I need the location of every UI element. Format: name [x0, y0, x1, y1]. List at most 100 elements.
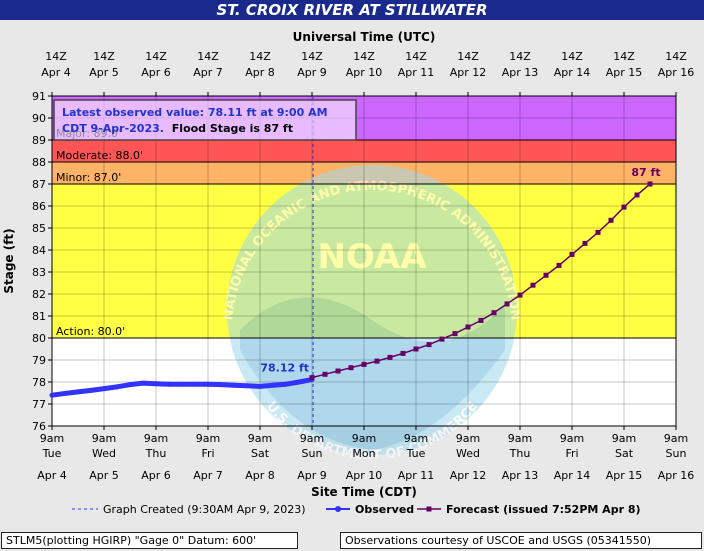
- bottom-tick-time: 9am: [144, 432, 168, 445]
- forecast-point: [348, 365, 354, 371]
- observed-point: [127, 382, 133, 388]
- chart-legend: Graph Created (9:30AM Apr 9, 2023) Observ…: [72, 503, 641, 516]
- top-tick-time: 14Z: [457, 50, 479, 63]
- legend-forecast-label: Forecast (issued 7:52PM Apr 8): [446, 503, 641, 516]
- observed-point: [88, 387, 94, 393]
- forecast-point: [426, 342, 432, 348]
- forecast-point: [465, 324, 471, 330]
- bottom-tick-date: Apr 5: [89, 469, 119, 482]
- bottom-tick-time: 9am: [404, 432, 428, 445]
- attribution-text: Observations courtesy of USCOE and USGS …: [345, 534, 652, 547]
- gauge-info-text: STLM5(plotting HGIRP) "Gage 0" Datum: 60…: [6, 534, 257, 547]
- forecast-point: [647, 181, 653, 187]
- forecast-point: [543, 272, 549, 278]
- top-tick-date: Apr 16: [658, 66, 695, 79]
- legend-created-label: Graph Created (9:30AM Apr 9, 2023): [103, 503, 306, 516]
- bottom-tick-date: Apr 16: [658, 469, 695, 482]
- top-tick-date: Apr 6: [141, 66, 171, 79]
- bottom-tick-day: Tue: [42, 447, 62, 460]
- observed-point: [257, 383, 263, 389]
- bottom-tick-day: Tue: [406, 447, 426, 460]
- top-tick-time: 14Z: [561, 50, 583, 63]
- attribution-box: Observations courtesy of USCOE and USGS …: [340, 532, 702, 549]
- top-tick-date: Apr 10: [346, 66, 383, 79]
- forecast-point: [452, 331, 458, 337]
- y-axis-title: Stage (ft): [2, 228, 16, 293]
- forecast-point: [556, 262, 562, 268]
- forecast-point: [361, 361, 367, 367]
- threshold-label: Moderate: 88.0': [56, 149, 143, 162]
- legend-observed-marker: [335, 506, 341, 512]
- y-tick-label: 88: [32, 156, 46, 169]
- forecast-point: [387, 354, 393, 360]
- svg-text:CDT 9-Apr-2023. Flood St: CDT 9-Apr-2023. Flood Stage is 87 ft: [62, 122, 293, 135]
- bottom-tick-date: Apr 11: [398, 469, 435, 482]
- top-tick-date: Apr 12: [450, 66, 487, 79]
- bottom-tick-time: 9am: [196, 432, 220, 445]
- gauge-info-box: STLM5(plotting HGIRP) "Gage 0" Datum: 60…: [1, 532, 298, 549]
- bottom-tick-day: Sun: [302, 447, 323, 460]
- watermark-center-text: NOAA: [317, 237, 427, 277]
- bottom-tick-day: Wed: [456, 447, 480, 460]
- moderate-band: [52, 140, 676, 162]
- forecast-point: [634, 192, 640, 198]
- forecast-point: [309, 375, 315, 381]
- top-tick-date: Apr 5: [89, 66, 119, 79]
- y-tick-label: 84: [32, 244, 46, 257]
- bottom-tick-date: Apr 12: [450, 469, 487, 482]
- y-tick-label: 89: [32, 134, 46, 147]
- observed-point: [62, 390, 68, 396]
- bottom-tick-date: Apr 6: [141, 469, 171, 482]
- bottom-tick-date: Apr 7: [193, 469, 223, 482]
- forecast-point: [608, 217, 614, 223]
- bottom-tick-time: 9am: [612, 432, 636, 445]
- bottom-tick-date: Apr 10: [346, 469, 383, 482]
- bottom-tick-time: 9am: [248, 432, 272, 445]
- forecast-point: [491, 310, 497, 316]
- top-tick-date: Apr 14: [554, 66, 591, 79]
- bottom-tick-day: Sat: [251, 447, 270, 460]
- bottom-tick-time: 9am: [560, 432, 584, 445]
- top-tick-time: 14Z: [405, 50, 427, 63]
- y-tick-label: 81: [32, 310, 46, 323]
- observed-point: [140, 380, 146, 386]
- y-tick-label: 91: [32, 90, 46, 103]
- top-tick-date: Apr 8: [245, 66, 275, 79]
- forecast-point: [439, 336, 445, 342]
- chart-title: ST. CROIX RIVER AT STILLWATER: [216, 1, 488, 19]
- hydrograph-chart: NATIONAL OCEANIC AND ATMOSPHERIC ADMINIS…: [2, 30, 695, 516]
- forecast-point: [595, 229, 601, 235]
- observed-point: [231, 382, 237, 388]
- top-tick-time: 14Z: [93, 50, 115, 63]
- top-tick-time: 14Z: [249, 50, 271, 63]
- bottom-tick-date: Apr 13: [502, 469, 539, 482]
- bottom-tick-day: Thu: [509, 447, 531, 460]
- bottom-tick-time: 9am: [664, 432, 688, 445]
- bottom-tick-date: Apr 9: [297, 469, 327, 482]
- y-tick-label: 76: [32, 420, 46, 433]
- observed-point: [75, 389, 81, 395]
- bottom-tick-date: Apr 14: [554, 469, 591, 482]
- bottom-tick-day: Fri: [565, 447, 578, 460]
- forecast-point: [322, 371, 328, 377]
- bottom-tick-date: Apr 8: [245, 469, 275, 482]
- legend-observed-label: Observed: [355, 503, 414, 516]
- latest-value-line1: Latest observed value: 78.11 ft at 9:00 …: [62, 106, 328, 119]
- top-tick-time: 14Z: [45, 50, 67, 63]
- bottom-tick-time: 9am: [456, 432, 480, 445]
- y-tick-label: 77: [32, 398, 46, 411]
- forecast-point: [517, 292, 523, 298]
- observed-point: [283, 381, 289, 387]
- bottom-tick-time: 9am: [92, 432, 116, 445]
- bottom-tick-time: 9am: [300, 432, 324, 445]
- top-tick-time: 14Z: [301, 50, 323, 63]
- y-tick-label: 85: [32, 222, 46, 235]
- bottom-tick-day: Wed: [92, 447, 116, 460]
- y-tick-label: 86: [32, 200, 46, 213]
- observed-point: [205, 381, 211, 387]
- top-tick-date: Apr 11: [398, 66, 435, 79]
- bottom-tick-date: Apr 4: [37, 469, 67, 482]
- chart-title-bar: ST. CROIX RIVER AT STILLWATER: [0, 0, 704, 20]
- top-tick-date: Apr 9: [297, 66, 327, 79]
- observed-point: [296, 379, 302, 385]
